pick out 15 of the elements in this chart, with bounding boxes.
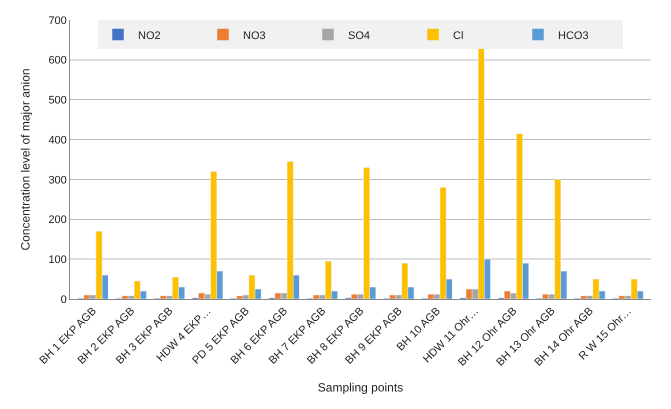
x-axis-title: Sampling points [318, 380, 404, 395]
y-tick-label: 500 [48, 94, 67, 107]
y-tick-label: 600 [48, 54, 67, 67]
y-tick-label: 0 [60, 294, 67, 306]
y-axis-title: Concentration level of major anion [18, 68, 33, 251]
y-tick-label: 300 [48, 174, 67, 186]
y-tick-label: 200 [48, 214, 67, 226]
legend-label: NO2 [138, 30, 161, 42]
legend-label: SO4 [348, 30, 370, 42]
y-tick-label: 400 [48, 134, 67, 146]
y-tick-label: 700 [48, 14, 67, 27]
legend-label: HCO3 [558, 30, 589, 42]
y-tick-label: 100 [48, 254, 67, 266]
legend-label: Cl [453, 30, 464, 42]
legend-label: NO3 [243, 30, 266, 42]
